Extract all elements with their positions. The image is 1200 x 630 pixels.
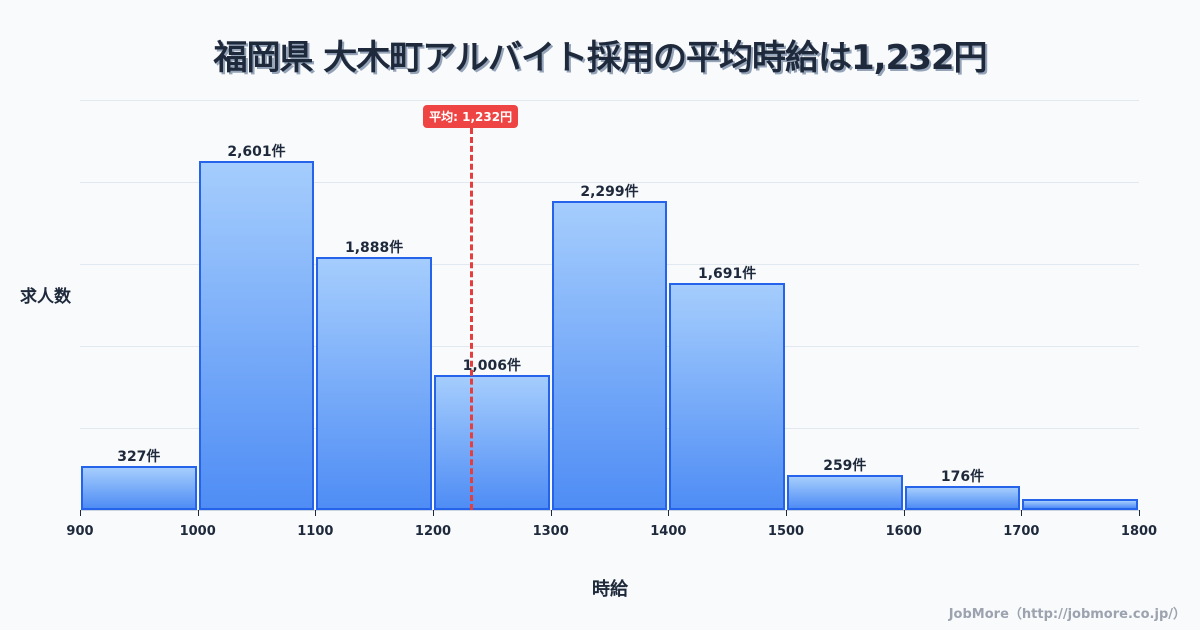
- x-tick: [197, 510, 199, 516]
- bar-value-label: 1,691件: [698, 266, 757, 283]
- histogram-bar: [1022, 499, 1138, 510]
- x-tick: [550, 510, 552, 516]
- x-tick: [668, 510, 670, 516]
- x-axis-line: [80, 510, 1139, 511]
- gridline: [80, 100, 1139, 101]
- histogram-bar: [434, 375, 550, 510]
- x-tick: [315, 510, 317, 516]
- x-tick-label: 1500: [767, 524, 805, 539]
- mean-line: [469, 128, 473, 510]
- x-tick-label: 1800: [1120, 524, 1158, 539]
- bar-value-label: 2,299件: [580, 184, 639, 201]
- chart-title: 福岡県 大木町アルバイト採用の平均時給は1,232円: [213, 38, 987, 78]
- bar-value-label: 259件: [823, 458, 867, 475]
- x-tick: [786, 510, 787, 516]
- x-tick: [903, 510, 905, 516]
- y-axis-label: 求人数: [20, 287, 71, 307]
- x-axis-label: 時給: [592, 579, 628, 600]
- histogram-bar: [669, 283, 785, 510]
- histogram-bar: [551, 201, 668, 510]
- histogram-bar: [904, 486, 1021, 510]
- histogram-bar: [198, 160, 315, 510]
- plot-area: 327件 2,601件 1,888件 1,006件 2,299件 1,691件 259件 17…: [80, 100, 1139, 510]
- x-tick-label: 1600: [885, 524, 922, 539]
- bar-value-label: 1,888件: [345, 239, 404, 256]
- bar-value-label: 2,601件: [227, 143, 286, 160]
- x-tick: [80, 510, 81, 516]
- x-tick-label: 900: [66, 524, 94, 539]
- x-tick: [1139, 510, 1140, 516]
- mean-badge: 平均: 1,232円: [423, 105, 519, 128]
- bar-value-label: 176件: [940, 469, 985, 486]
- x-tick-label: 1100: [297, 524, 334, 539]
- x-tick-label: 1400: [650, 524, 687, 539]
- x-tick-label: 1700: [1003, 524, 1040, 539]
- gridline: [80, 182, 1139, 183]
- x-tick: [1021, 510, 1023, 516]
- bar-value-label: 327件: [117, 449, 161, 466]
- credit-text: JobMore（http://jobmore.co.jp/）: [948, 607, 1186, 622]
- bar-value-label: 1,006件: [462, 357, 521, 374]
- histogram-bar: [787, 475, 903, 510]
- histogram-bar: [81, 466, 197, 510]
- x-tick: [433, 510, 434, 516]
- histogram-bar: [316, 256, 432, 510]
- x-tick-label: 1200: [414, 524, 452, 539]
- x-tick-label: 1000: [179, 524, 216, 539]
- x-tick-label: 1300: [532, 524, 569, 539]
